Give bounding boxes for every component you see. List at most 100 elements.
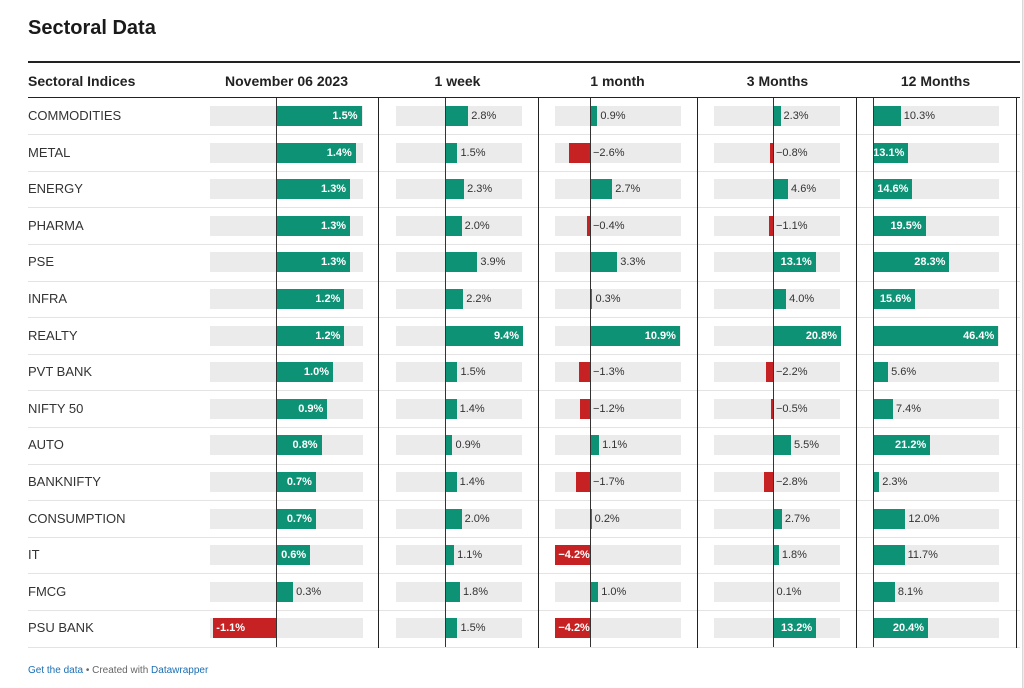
bar-1month-nifty-50[interactable] [580,398,590,419]
bar-1month-it[interactable] [555,545,590,566]
bar-1month-psu-bank[interactable] [555,618,590,639]
bar-day-fmcg[interactable] [276,581,294,602]
bar-3months-pharma[interactable] [769,215,773,236]
bar-12months-energy[interactable] [873,179,913,200]
bar-12months-pse[interactable] [873,252,950,273]
bar-1week-pharma[interactable] [445,215,462,236]
bar-1week-infra[interactable] [445,289,464,309]
bar-1week-consumption[interactable] [445,508,462,529]
bar-3months-metal[interactable] [770,142,773,163]
bar-day-pharma[interactable] [276,215,351,236]
bar-12months-banknifty[interactable] [873,472,880,492]
bar-3months-consumption[interactable] [773,508,782,529]
bar-1week-commodities[interactable] [445,106,469,126]
bar-day-auto[interactable] [276,435,322,456]
bar-1month-pvt-bank[interactable] [579,362,590,383]
bar-12months-metal[interactable] [873,142,909,163]
row-divider [28,500,1020,502]
bar-3months-it[interactable] [773,545,779,566]
header-col-1week[interactable]: 1 week [434,73,481,89]
bar-day-infra[interactable] [276,289,345,309]
bar-12months-infra[interactable] [873,289,916,309]
value-label-1week-it: 1.1% [457,549,483,562]
header-col-day[interactable]: November 06 2023 [225,73,348,89]
bar-1month-fmcg[interactable] [590,581,599,602]
get-data-link[interactable]: Get the data [28,665,84,676]
bar-3months-auto[interactable] [773,435,791,456]
bar-day-it[interactable] [276,545,311,566]
value-label-1month-banknifty: −1.7% [593,476,625,488]
bar-3months-energy[interactable] [773,179,789,200]
bar-day-commodities[interactable] [276,106,362,126]
value-label-3months-fmcg: 0.1% [776,585,802,598]
bar-1week-psu-bank[interactable] [445,618,458,639]
bar-day-energy[interactable] [276,179,351,200]
bar-1week-nifty-50[interactable] [445,398,457,419]
row-label-energy: ENERGY [28,181,83,197]
bar-1month-energy[interactable] [590,179,613,200]
bar-12months-auto[interactable] [873,435,931,456]
value-label-12months-metal: 13.1% [873,146,905,159]
bar-12months-it[interactable] [873,545,905,566]
table-row: ENERGY 1.3% 2.3% 2.7% 4.6% 14.6% [0,171,1022,207]
bar-1month-pse[interactable] [590,252,618,273]
bar-1week-it[interactable] [445,545,455,566]
value-label-1month-nifty-50: −1.2% [593,402,625,415]
header-col-1month[interactable]: 1 month [590,73,645,89]
bar-day-banknifty[interactable] [276,472,316,492]
value-label-day-pharma: 1.3% [321,219,347,232]
value-label-1week-psu-bank: 1.5% [460,622,486,635]
bar-12months-fmcg[interactable] [873,581,895,602]
bar-1week-energy[interactable] [445,179,465,200]
bar-day-consumption[interactable] [276,508,316,529]
bar-day-pse[interactable] [276,252,351,273]
value-label-1month-pvt-bank: −1.3% [593,366,625,379]
value-label-12months-it: 11.7% [907,549,938,562]
bar-day-pvt-bank[interactable] [276,362,333,383]
bar-3months-nifty-50[interactable] [771,398,773,419]
bar-1month-auto[interactable] [590,435,600,456]
bar-day-nifty-50[interactable] [276,398,328,419]
bar-1week-pvt-bank[interactable] [445,362,458,383]
bar-1month-metal[interactable] [568,142,590,163]
bar-day-metal[interactable] [276,142,356,163]
header-sectoral-indices[interactable]: Sectoral Indices [28,73,136,89]
datawrapper-link[interactable]: Datawrapper [151,665,209,676]
bar-1week-pse[interactable] [445,252,478,273]
bar-1week-fmcg[interactable] [445,581,460,602]
bar-1week-banknifty[interactable] [445,472,457,492]
bar-12months-psu-bank[interactable] [873,618,929,639]
bar-1month-banknifty[interactable] [575,472,590,492]
bar-day-realty[interactable] [276,325,345,346]
bar-3months-realty[interactable] [773,325,842,346]
bar-1week-metal[interactable] [445,142,458,163]
value-label-1week-pse: 3.9% [480,256,506,269]
bar-12months-nifty-50[interactable] [873,398,893,419]
bar-1week-realty[interactable] [445,325,524,346]
bar-1week-auto[interactable] [445,435,453,456]
bar-12months-consumption[interactable] [873,508,906,529]
bar-3months-infra[interactable] [773,289,787,309]
value-label-1month-commodities: 0.9% [600,110,626,122]
bar-12months-commodities[interactable] [873,106,901,126]
bar-1month-realty[interactable] [590,325,680,346]
column-separator [697,97,698,648]
bar-12months-pvt-bank[interactable] [873,362,889,383]
bar-1month-infra[interactable] [590,289,593,309]
header-col-12months[interactable]: 12 Months [900,73,971,89]
bar-3months-pvt-bank[interactable] [765,362,773,383]
value-label-1month-realty: 10.9% [644,329,676,342]
bar-3months-banknifty[interactable] [763,472,773,492]
bar-3months-psu-bank[interactable] [773,618,817,639]
bar-12months-realty[interactable] [873,325,999,346]
header-col-3months[interactable]: 3 Months [746,73,809,89]
value-label-12months-energy: 14.6% [877,183,909,196]
value-label-3months-it: 1.8% [781,549,807,562]
bar-3months-pse[interactable] [773,252,816,273]
bar-12months-pharma[interactable] [873,215,926,236]
header-bottom-rule [28,97,1020,98]
bar-1month-commodities[interactable] [590,106,598,126]
bar-1month-pharma[interactable] [586,215,590,236]
bar-day-psu-bank[interactable] [213,618,276,639]
bar-3months-commodities[interactable] [773,106,781,126]
